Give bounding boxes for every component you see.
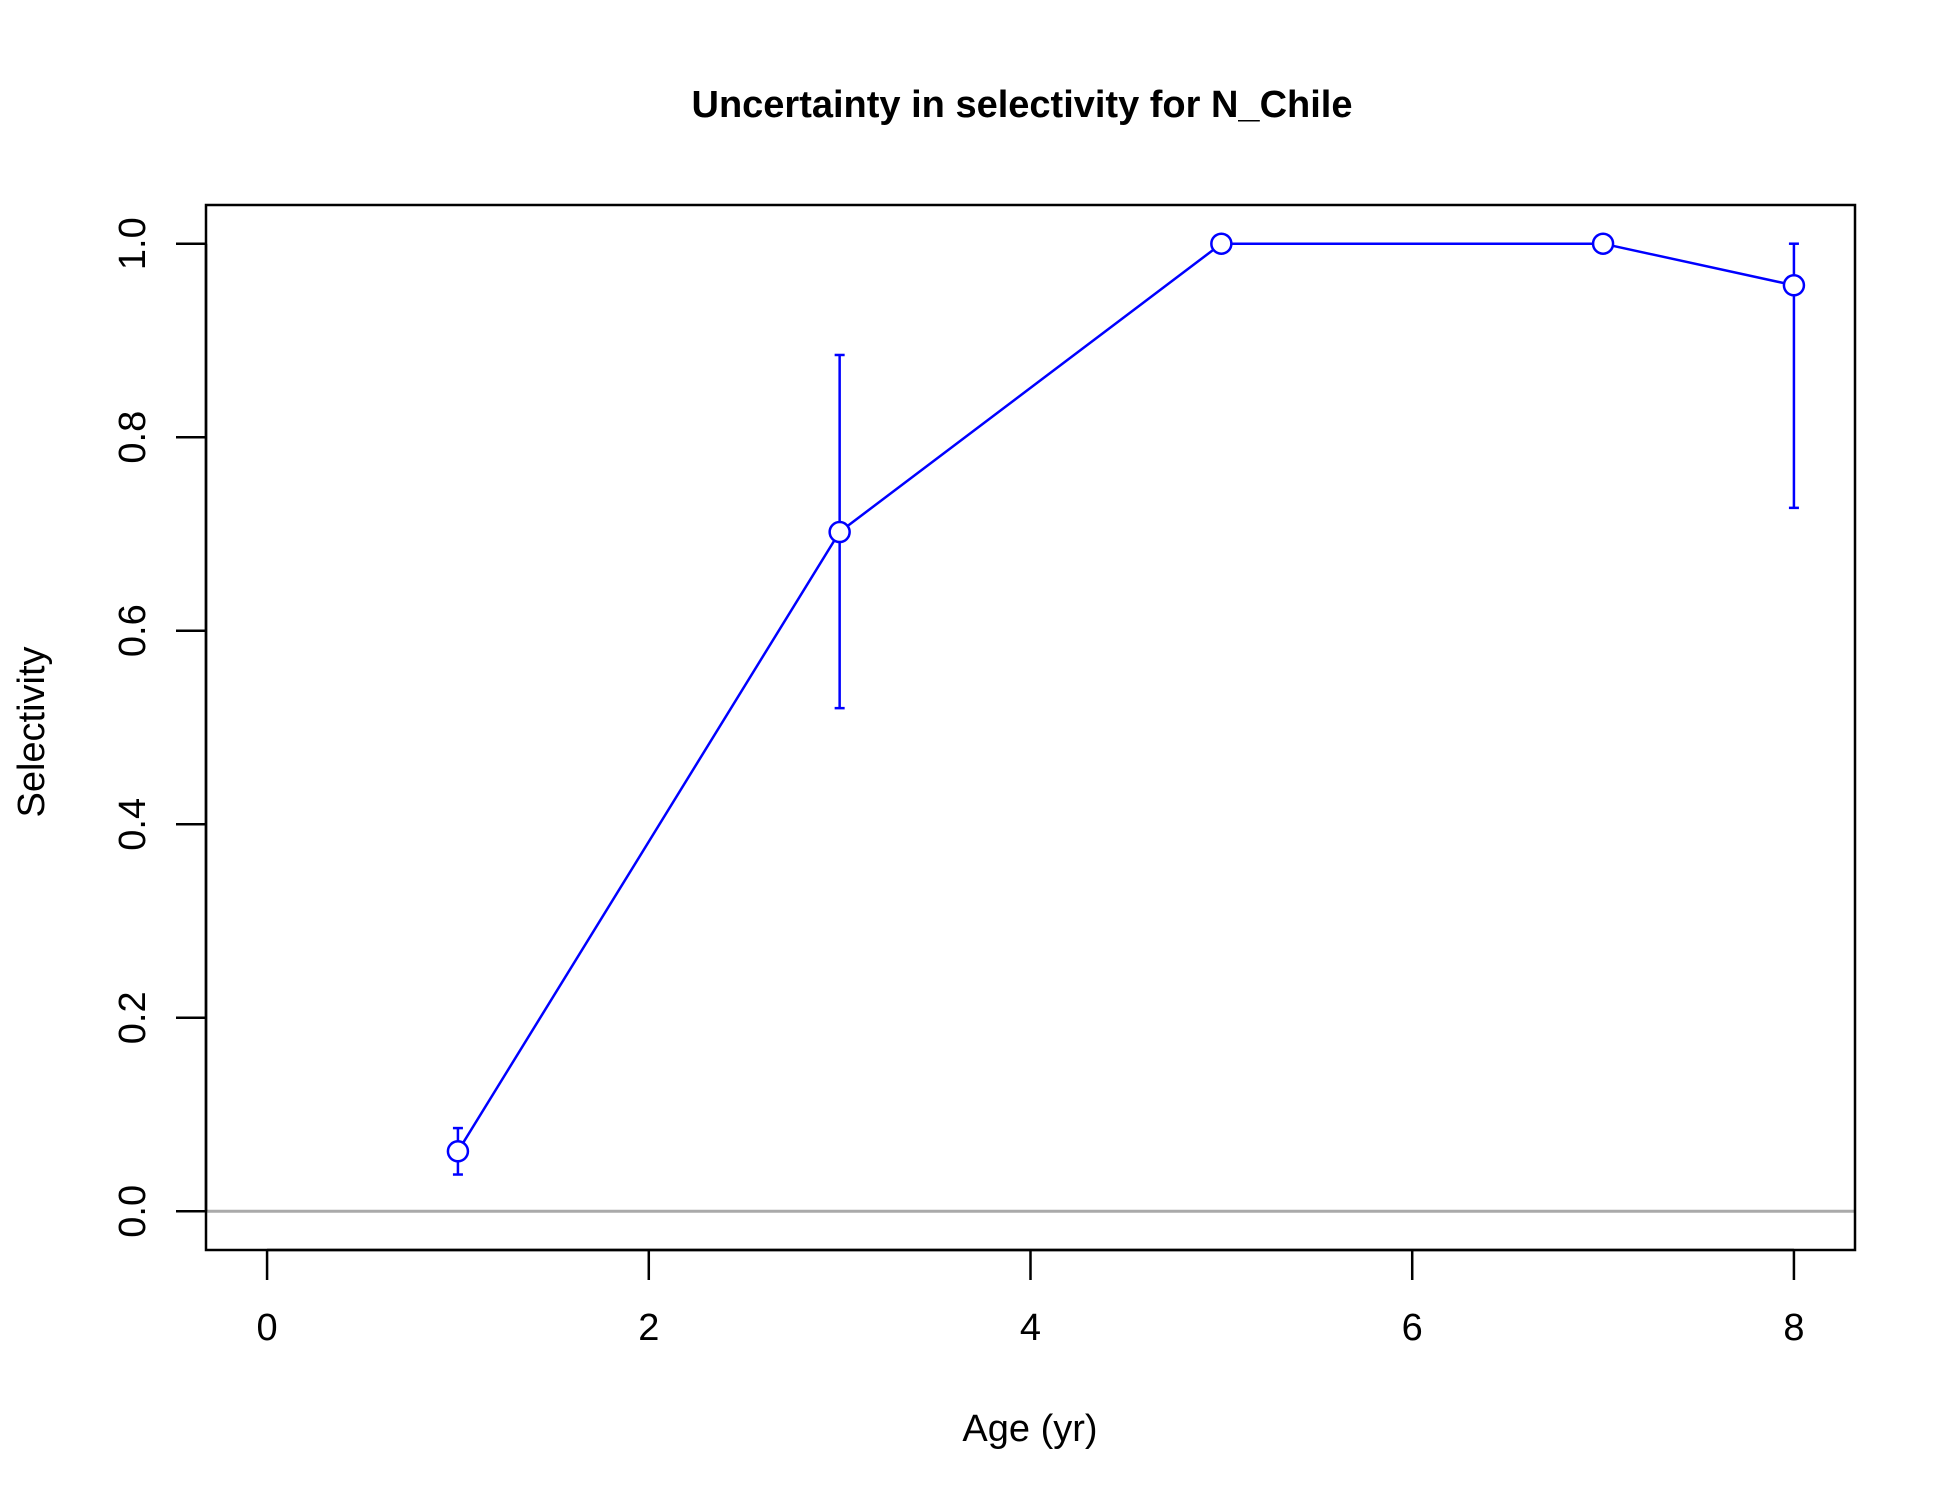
- x-axis-label: Age (yr): [962, 1408, 1097, 1450]
- chart-title: Uncertainty in selectivity for N_Chile: [692, 84, 1353, 126]
- plot-area: [206, 232, 1855, 1213]
- data-point: [446, 1140, 470, 1163]
- axes: 0 2 4 6 8 0.0 0.2 0.4 0.6 0.8 1.0: [112, 203, 1857, 1349]
- data-point: [1210, 232, 1233, 255]
- y-tick-label: 0.0: [112, 1185, 154, 1238]
- x-tick-label: 6: [1402, 1307, 1423, 1349]
- x-tick-label: 0: [257, 1307, 278, 1349]
- y-tick-label: 0.8: [112, 411, 154, 464]
- y-axis-label: Selectivity: [11, 646, 53, 817]
- data-point: [828, 520, 851, 544]
- series-line-0: [456, 242, 1795, 1152]
- data-point: [1782, 274, 1806, 297]
- plot-frame: [204, 203, 1857, 1252]
- data-point: [1591, 232, 1615, 255]
- y-tick-label: 0.4: [112, 798, 154, 851]
- x-tick-label: 8: [1783, 1307, 1804, 1349]
- y-tick-label: 0.6: [112, 604, 154, 657]
- x-tick-label: 4: [1020, 1307, 1041, 1349]
- x-tick-label: 2: [638, 1307, 659, 1349]
- y-tick-label: 1.0: [112, 217, 154, 270]
- y-tick-label: 0.2: [112, 991, 154, 1044]
